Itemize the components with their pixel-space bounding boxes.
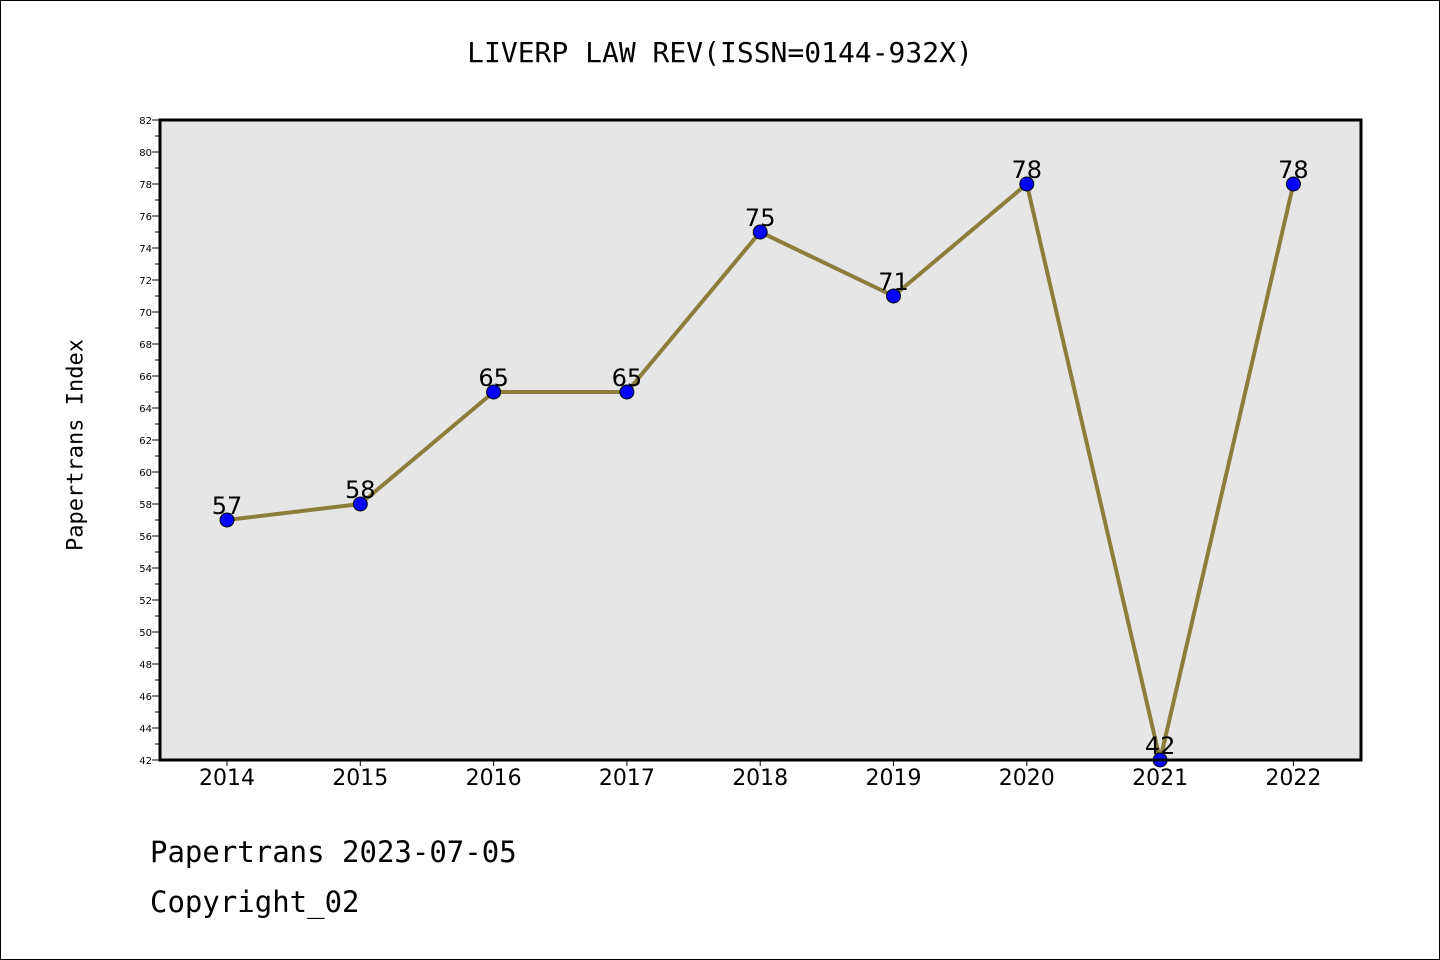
data-label: 58 <box>345 476 376 504</box>
data-label: 75 <box>745 204 776 232</box>
data-point <box>752 224 768 240</box>
y-tick-label: 72 <box>139 276 152 287</box>
data-point <box>1019 176 1035 192</box>
y-tick-label: 48 <box>139 660 152 671</box>
x-tick-label: 2014 <box>199 766 255 791</box>
series-markers <box>219 176 1301 768</box>
footer-date: Papertrans 2023-07-05 <box>150 835 517 869</box>
data-label: 65 <box>478 364 509 392</box>
y-tick-label: 60 <box>139 468 152 479</box>
y-axis: 42 44 46 48 50 52 54 56 58 60 62 64 66 68 70 72 74 76 78 80… <box>139 116 160 767</box>
y-tick-label: 70 <box>139 308 152 319</box>
x-tick-label: 2019 <box>866 766 922 791</box>
plot-border <box>158 118 1363 762</box>
x-tick-label: 2020 <box>999 766 1055 791</box>
y-tick-label: 76 <box>139 212 152 223</box>
y-tick-label: 52 <box>139 596 152 607</box>
y-tick-label: 80 <box>139 148 152 159</box>
data-label: 65 <box>612 364 643 392</box>
data-point <box>219 512 235 528</box>
x-tick-label: 2021 <box>1132 766 1188 791</box>
y-tick-label: 46 <box>139 692 152 703</box>
x-tick-label: 2015 <box>332 766 388 791</box>
data-point <box>1285 176 1301 192</box>
y-tick-label: 56 <box>139 532 152 543</box>
y-tick-label: 58 <box>139 500 152 511</box>
x-tick-label: 2016 <box>466 766 522 791</box>
y-tick-label: 66 <box>139 372 152 383</box>
data-labels: 57 58 65 65 75 71 78 42 78 <box>212 156 1309 760</box>
x-tick-label: 2017 <box>599 766 655 791</box>
data-point <box>486 384 502 400</box>
y-tick-label: 74 <box>139 244 152 255</box>
y-tick-label: 42 <box>139 756 152 767</box>
data-point <box>352 496 368 512</box>
chart-title: LIVERP LAW REV(ISSN=0144-932X) <box>467 36 973 69</box>
data-label: 57 <box>212 492 243 520</box>
y-tick-label: 78 <box>139 180 152 191</box>
footer-copyright: Copyright_02 <box>150 885 360 919</box>
data-point <box>886 288 901 304</box>
y-tick-label: 50 <box>139 628 152 639</box>
data-label: 71 <box>878 268 909 296</box>
data-label: 42 <box>1145 732 1176 760</box>
y-tick-label: 44 <box>139 724 152 735</box>
data-label: 78 <box>1012 156 1043 184</box>
x-tick-label: 2018 <box>732 766 788 791</box>
x-tick-label: 2022 <box>1265 766 1321 791</box>
y-tick-label: 68 <box>139 340 152 351</box>
x-axis: 2014 2015 2016 2017 2018 2019 2020 2021 2022 <box>199 760 1321 791</box>
y-tick-label: 82 <box>139 116 152 127</box>
y-tick-label: 64 <box>139 404 152 415</box>
data-label: 78 <box>1278 156 1309 184</box>
y-tick-label: 62 <box>139 436 152 447</box>
data-point <box>619 384 635 400</box>
y-tick-label: 54 <box>139 564 152 575</box>
